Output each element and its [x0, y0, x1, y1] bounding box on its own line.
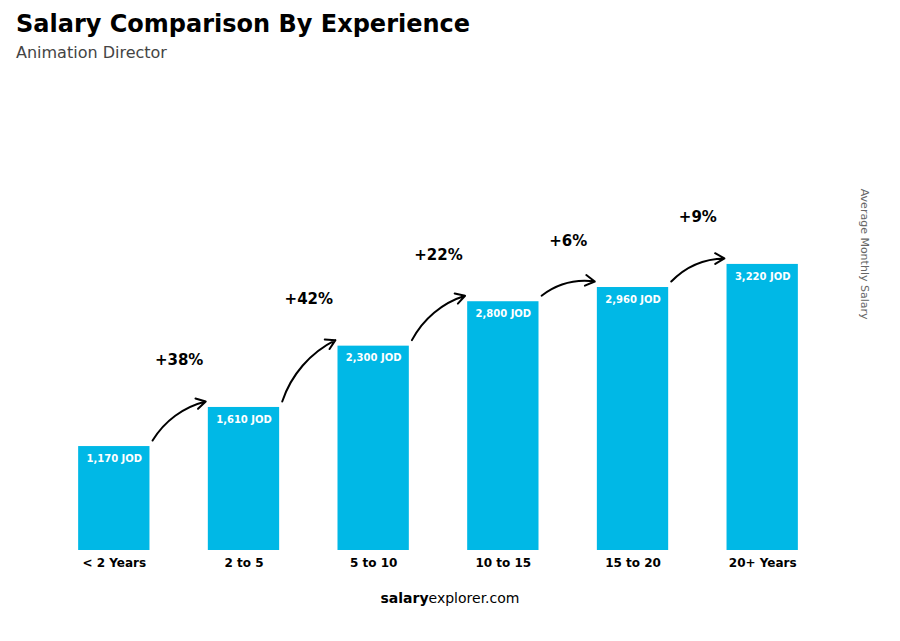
svg-text:3,220 JOD: 3,220 JOD — [735, 271, 791, 282]
svg-text:< 2 Years: < 2 Years — [82, 556, 146, 570]
svg-text:15 to 20: 15 to 20 — [605, 556, 661, 570]
svg-text:+6%: +6% — [549, 232, 587, 250]
svg-text:+42%: +42% — [285, 290, 333, 308]
html-text:salary explorer.com: salary explorer.com — [380, 590, 520, 606]
svg-text:2,960 JOD: 2,960 JOD — [605, 294, 661, 305]
svg-text:20+ Years: 20+ Years — [729, 556, 797, 570]
svg-text:1,170 JOD: 1,170 JOD — [86, 453, 142, 464]
svg-text:2,300 JOD: 2,300 JOD — [346, 352, 402, 363]
svg-text:+22%: +22% — [414, 246, 462, 264]
svg-text:1,610 JOD: 1,610 JOD — [216, 414, 272, 425]
svg-text:2 to 5: 2 to 5 — [224, 556, 263, 570]
html-text:Animation Director: Animation Director — [16, 43, 167, 62]
svg-text:+38%: +38% — [155, 351, 203, 369]
svg-text:10 to 15: 10 to 15 — [475, 556, 531, 570]
html-text:Salary Comparison By Experienc: Salary Comparison By Experience — [16, 10, 471, 38]
svg-text:+9%: +9% — [679, 208, 717, 226]
svg-text:5 to 10: 5 to 10 — [350, 556, 397, 570]
svg-text:Average Monthly Salary: Average Monthly Salary — [858, 189, 871, 320]
svg-text:2,800 JOD: 2,800 JOD — [476, 308, 532, 319]
